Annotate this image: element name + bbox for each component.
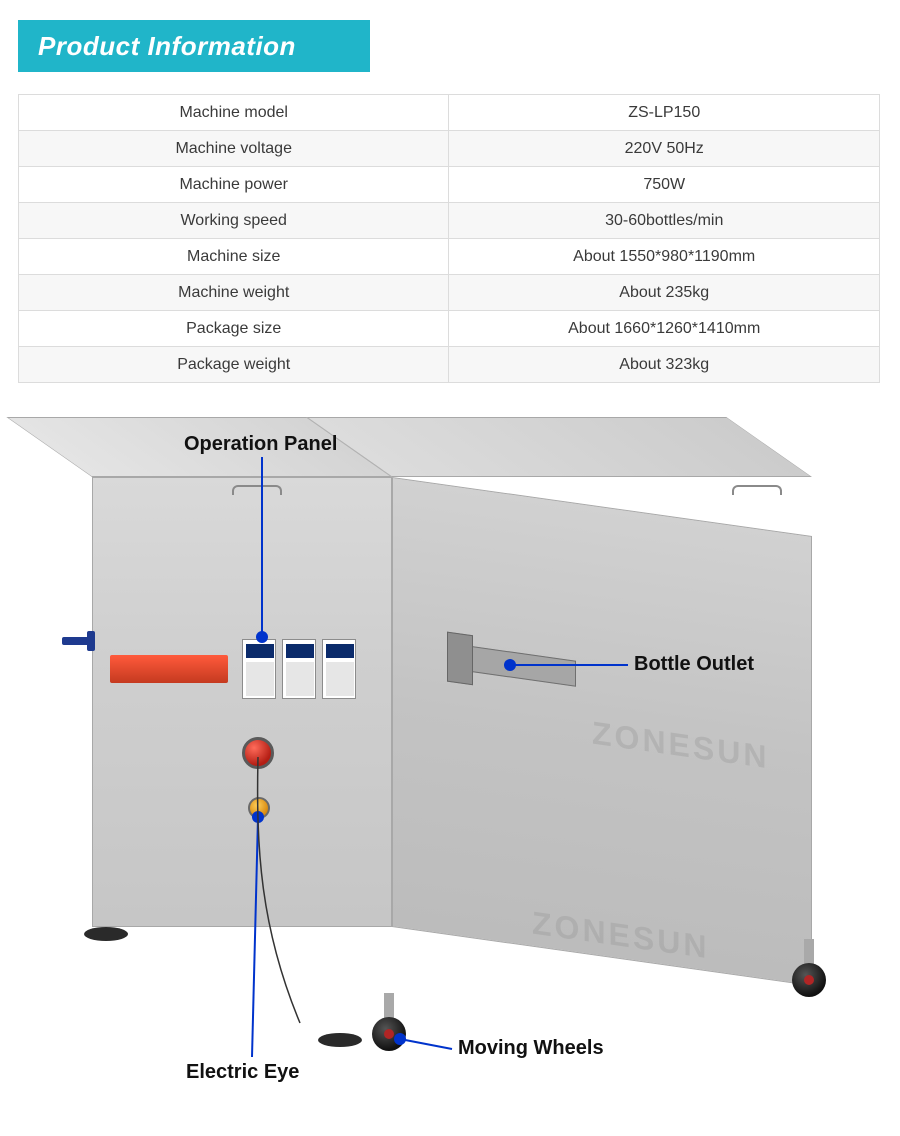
caster-wheel-icon [792, 963, 826, 997]
electric-eye-icon [248, 797, 270, 819]
table-row: Machine model ZS-LP150 [19, 95, 880, 131]
callout-electric-eye: Electric Eye [186, 1061, 299, 1084]
spec-label: Machine weight [19, 275, 449, 311]
spec-table: Machine model ZS-LP150 Machine voltage 2… [18, 94, 880, 383]
top-handle-icon [232, 485, 282, 495]
table-row: Working speed 30-60bottles/min [19, 203, 880, 239]
spec-label: Machine model [19, 95, 449, 131]
callout-bottle-outlet: Bottle Outlet [634, 653, 754, 676]
machine-diagram: ZONESUN ZONESUN Operation Panel Bottle O… [0, 407, 900, 1107]
caster-wheel-icon [372, 1017, 406, 1051]
machine-front-face [92, 477, 392, 927]
spec-value: 220V 50Hz [449, 131, 880, 167]
spec-label: Machine size [19, 239, 449, 275]
section-heading: Product Information [18, 20, 370, 72]
warning-label-icon [110, 655, 228, 683]
controller-panel-icon [282, 639, 316, 699]
callout-operation-panel: Operation Panel [184, 433, 337, 456]
controller-panel-icon [322, 639, 356, 699]
spec-value: About 235kg [449, 275, 880, 311]
callout-moving-wheels: Moving Wheels [458, 1037, 604, 1060]
spec-value: About 1550*980*1190mm [449, 239, 880, 275]
table-row: Package size About 1660*1260*1410mm [19, 311, 880, 347]
spec-label: Working speed [19, 203, 449, 239]
top-handle-icon [732, 485, 782, 495]
table-row: Machine power 750W [19, 167, 880, 203]
spec-value: About 1660*1260*1410mm [449, 311, 880, 347]
side-lever-icon [62, 637, 92, 645]
foot-icon [84, 927, 128, 941]
spec-label: Machine voltage [19, 131, 449, 167]
spec-value: About 323kg [449, 347, 880, 383]
foot-icon [318, 1033, 362, 1047]
table-row: Package weight About 323kg [19, 347, 880, 383]
spec-label: Package weight [19, 347, 449, 383]
table-row: Machine weight About 235kg [19, 275, 880, 311]
table-row: Machine size About 1550*980*1190mm [19, 239, 880, 275]
spec-value: 750W [449, 167, 880, 203]
spec-value: 30-60bottles/min [449, 203, 880, 239]
spec-label: Package size [19, 311, 449, 347]
spec-value: ZS-LP150 [449, 95, 880, 131]
table-row: Machine voltage 220V 50Hz [19, 131, 880, 167]
emergency-stop-icon [242, 737, 274, 769]
spec-label: Machine power [19, 167, 449, 203]
machine-top-face-side [306, 417, 812, 477]
controller-panel-icon [242, 639, 276, 699]
